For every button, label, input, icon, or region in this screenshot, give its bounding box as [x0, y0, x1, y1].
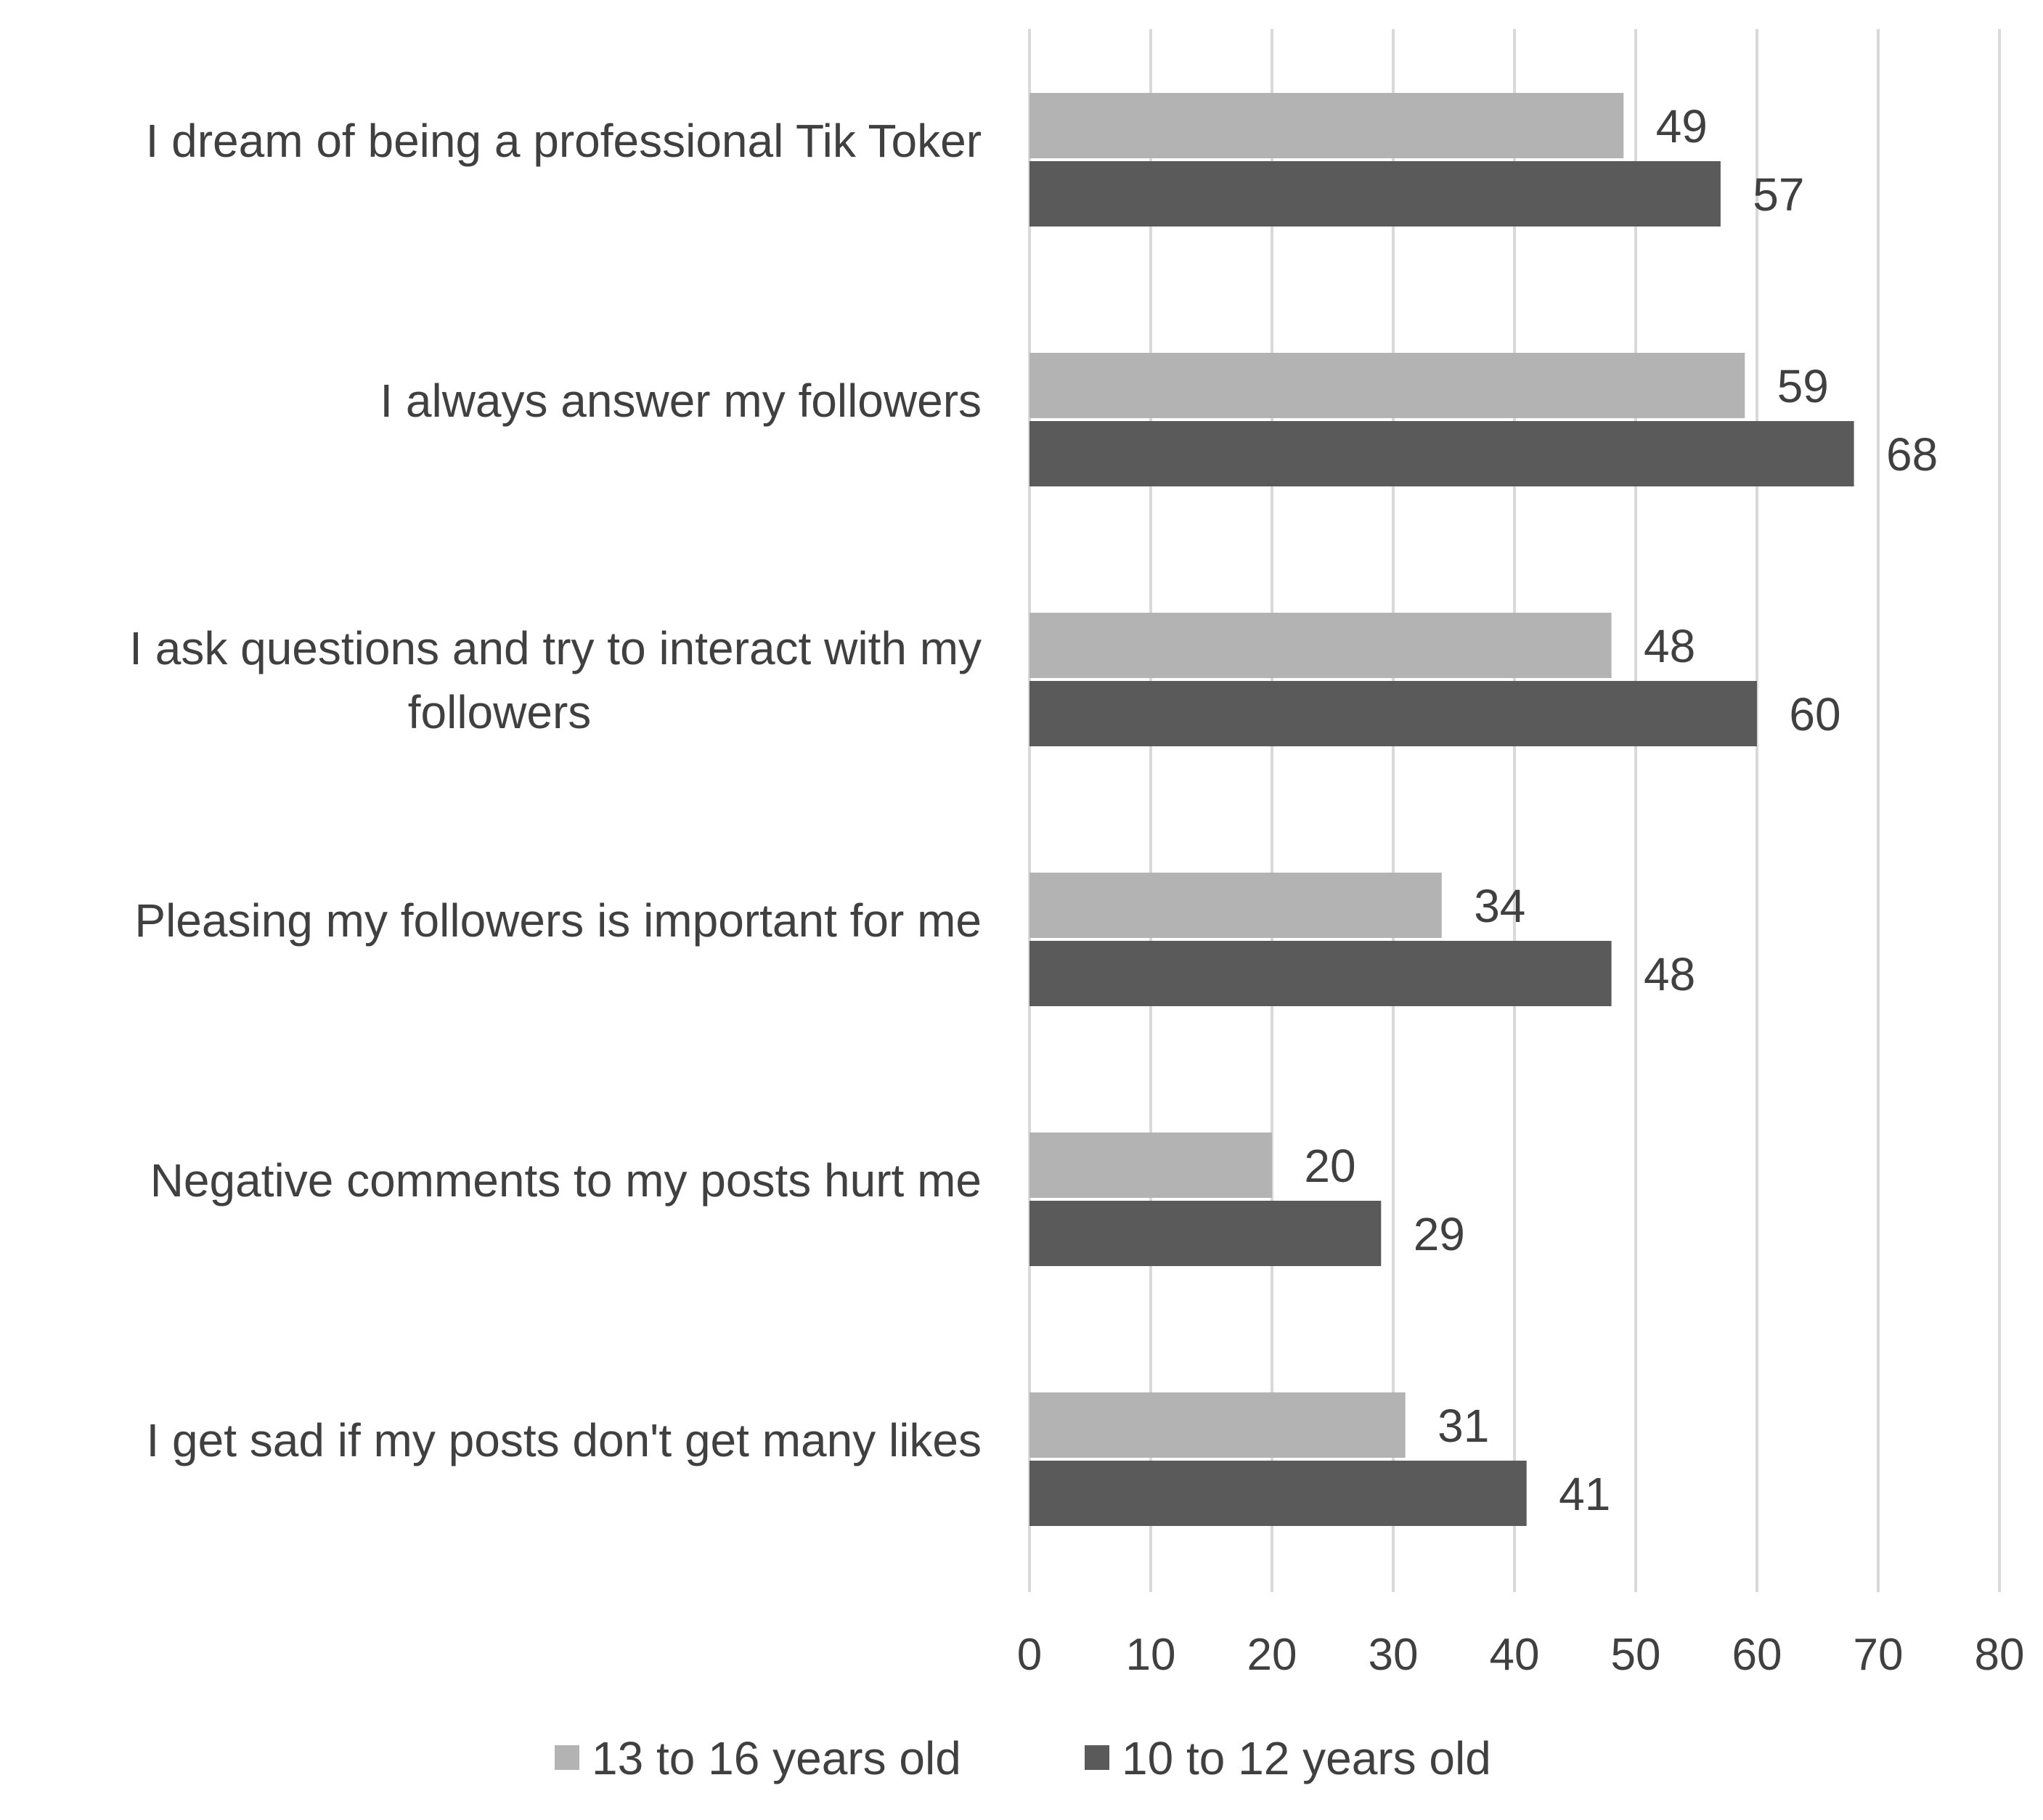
bar-10-12-6: [1029, 1461, 1527, 1526]
x-tick-label: 0: [1017, 1630, 1042, 1680]
x-tick-label: 70: [1854, 1630, 1904, 1680]
data-label: 34: [1474, 880, 1525, 932]
data-label: 29: [1414, 1208, 1465, 1260]
data-label: 49: [1656, 100, 1708, 152]
data-label: 57: [1753, 168, 1804, 221]
category-label: followers: [408, 686, 592, 738]
bar-13-16-5: [1029, 1133, 1272, 1198]
data-label: 48: [1644, 620, 1695, 672]
x-tick-label: 80: [1975, 1630, 2025, 1680]
bars: [1029, 93, 1854, 1526]
data-labels: 49 57 59 68 48 60 34 48 20 29 31 41: [1304, 100, 1938, 1520]
category-label: I get sad if my posts don't get many lik…: [146, 1414, 982, 1466]
x-tick-label: 40: [1490, 1630, 1540, 1680]
x-axis-ticks: 0 10 20 30 40 50 60 70 80: [1017, 1630, 2025, 1680]
bar-13-16-4: [1029, 873, 1442, 938]
bar-10-12-3: [1029, 681, 1757, 746]
data-label: 60: [1789, 688, 1840, 740]
bar-10-12-4: [1029, 941, 1612, 1006]
data-label: 48: [1644, 948, 1695, 1000]
bar-10-12-1: [1029, 161, 1721, 227]
gridlines: [1028, 29, 2001, 1592]
x-tick-label: 60: [1732, 1630, 1782, 1680]
x-tick-label: 20: [1247, 1630, 1297, 1680]
x-tick-label: 30: [1369, 1630, 1419, 1680]
legend-swatch-10-12: [1085, 1745, 1109, 1770]
category-label: I ask questions and try to interact with…: [129, 622, 982, 674]
category-label: I always answer my followers: [380, 375, 982, 427]
data-label: 41: [1559, 1468, 1610, 1520]
bar-10-12-5: [1029, 1201, 1382, 1266]
category-label: Pleasing my followers is important for m…: [134, 894, 982, 947]
legend-swatch-13-16: [555, 1745, 579, 1770]
legend: 13 to 16 years old 10 to 12 years old: [555, 1732, 1491, 1784]
legend-label: 10 to 12 years old: [1122, 1732, 1491, 1784]
bar-13-16-2: [1029, 353, 1745, 418]
category-labels: I dream of being a professional Tik Toke…: [129, 115, 982, 1466]
x-tick-label: 10: [1126, 1630, 1176, 1680]
bar-13-16-3: [1029, 613, 1612, 678]
data-label: 68: [1886, 428, 1938, 481]
bar-13-16-1: [1029, 93, 1624, 158]
bar-13-16-6: [1029, 1392, 1406, 1458]
category-label: Negative comments to my posts hurt me: [150, 1154, 982, 1207]
x-tick-label: 50: [1611, 1630, 1661, 1680]
data-label: 20: [1304, 1140, 1355, 1192]
data-label: 59: [1777, 360, 1829, 412]
bar-10-12-2: [1029, 421, 1854, 486]
data-label: 31: [1438, 1400, 1489, 1452]
category-label: I dream of being a professional Tik Toke…: [146, 115, 982, 167]
legend-label: 13 to 16 years old: [592, 1732, 961, 1784]
